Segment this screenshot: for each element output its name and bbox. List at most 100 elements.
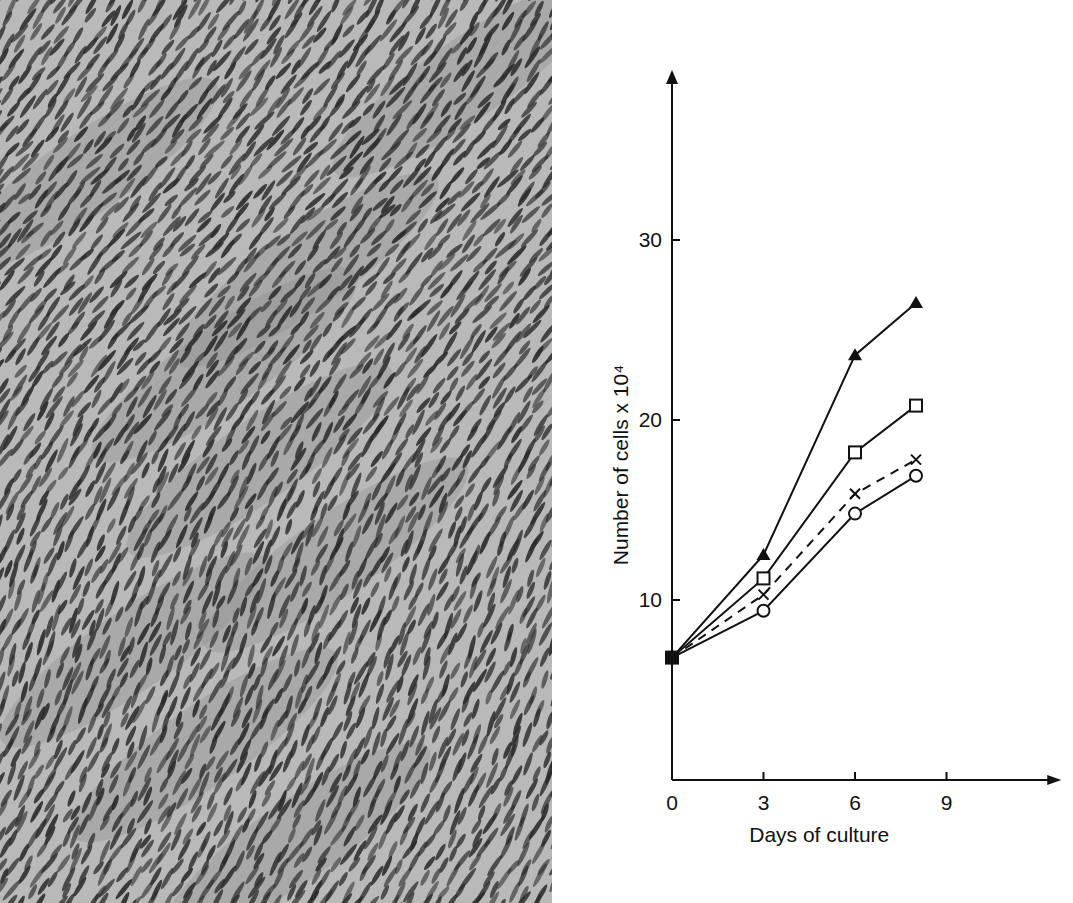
photo-cell xyxy=(195,475,207,493)
photo-cell xyxy=(362,174,383,197)
photo-cell xyxy=(81,580,92,598)
photo-cell xyxy=(454,384,467,402)
photo-cell xyxy=(436,7,451,30)
photo-cell xyxy=(350,84,370,108)
photo-cell xyxy=(347,115,363,130)
photo-cell xyxy=(298,349,314,366)
photo-cell xyxy=(0,121,10,145)
photo-cell xyxy=(326,494,339,512)
photo-cell xyxy=(55,661,66,679)
photo-cell xyxy=(280,47,297,65)
photo-cell xyxy=(67,487,83,507)
photo-cell xyxy=(202,512,215,535)
photo-cell xyxy=(175,654,186,676)
photo-cell xyxy=(455,46,469,66)
photo-cell xyxy=(208,629,220,649)
photo-cell xyxy=(25,335,41,356)
photo-cell xyxy=(317,59,333,75)
photo-cell xyxy=(465,373,480,391)
photo-cell xyxy=(185,127,203,145)
photo-cell xyxy=(50,303,71,325)
photo-cell xyxy=(318,564,329,586)
photo-cell xyxy=(448,376,460,392)
photo-cell xyxy=(551,101,552,124)
photo-cell xyxy=(275,498,288,522)
photo-cell xyxy=(360,432,377,458)
photo-cell xyxy=(234,316,252,342)
photo-cell xyxy=(225,579,240,606)
photo-cell xyxy=(206,266,222,285)
photo-cell xyxy=(33,705,47,730)
photo-cell xyxy=(496,540,505,557)
photo-cell xyxy=(44,395,65,420)
photo-cell xyxy=(221,33,237,51)
photo-cell xyxy=(90,389,103,409)
photo-cell xyxy=(388,178,405,195)
photo-cell xyxy=(508,213,524,234)
photo-cell xyxy=(124,395,139,418)
photo-cell xyxy=(360,512,375,535)
photo-cell xyxy=(327,357,342,377)
photo-cell xyxy=(0,466,2,484)
photo-cell xyxy=(353,634,365,652)
photo-cell xyxy=(259,410,277,432)
photo-cell xyxy=(94,579,108,600)
photo-cell xyxy=(470,698,481,720)
photo-cell xyxy=(6,306,23,329)
photo-cell xyxy=(163,388,178,406)
photo-cell xyxy=(122,420,140,445)
photo-cell xyxy=(426,473,445,496)
photo-cell xyxy=(357,18,377,43)
photo-cell xyxy=(394,467,406,487)
photo-cell xyxy=(194,172,214,197)
photo-cell xyxy=(170,204,183,220)
photo-cell xyxy=(93,544,107,563)
photo-cell xyxy=(223,61,238,81)
photo-cell xyxy=(426,242,444,261)
photo-cell xyxy=(19,489,35,509)
photo-cell xyxy=(478,530,493,555)
photo-cell xyxy=(445,212,463,235)
photo-cell xyxy=(301,33,317,50)
photo-cell xyxy=(224,212,242,236)
photo-cell xyxy=(5,503,16,522)
photo-cell xyxy=(240,449,252,471)
photo-cell xyxy=(530,399,545,415)
photo-cell xyxy=(78,345,90,362)
photo-cell xyxy=(255,478,271,502)
photo-cell xyxy=(14,0,32,3)
photo-cell xyxy=(365,319,381,336)
photo-cell xyxy=(290,58,303,75)
photo-cell xyxy=(129,550,142,571)
photo-cell xyxy=(321,631,333,650)
photo-cell xyxy=(385,112,404,137)
photo-cell xyxy=(3,256,27,277)
photo-cell xyxy=(516,187,533,208)
photo-cell xyxy=(15,527,26,546)
photo-cell xyxy=(309,505,320,522)
photo-cell xyxy=(439,71,454,89)
photo-cell xyxy=(425,299,444,317)
photo-cell xyxy=(132,151,146,167)
photo-cell xyxy=(147,430,159,447)
photo-cell xyxy=(112,33,127,54)
photo-cell xyxy=(159,61,175,81)
photo-cell xyxy=(17,64,34,85)
photo-cell xyxy=(436,500,450,524)
photo-cell xyxy=(284,518,294,535)
photo-cell xyxy=(148,359,162,375)
photo-cell xyxy=(517,267,533,288)
photo-cell xyxy=(314,543,330,564)
photo-cell xyxy=(344,73,362,94)
photo-cell xyxy=(388,698,402,718)
photo-cell xyxy=(58,645,71,664)
photo-cell xyxy=(129,681,142,709)
photo-cell xyxy=(24,45,43,71)
photo-cell xyxy=(171,546,182,564)
photo-cell xyxy=(470,329,488,354)
photo-cell xyxy=(364,465,379,483)
photo-cell xyxy=(0,182,6,199)
photo-cell xyxy=(252,269,272,288)
photo-cell xyxy=(247,360,263,376)
photo-cell xyxy=(228,0,244,6)
